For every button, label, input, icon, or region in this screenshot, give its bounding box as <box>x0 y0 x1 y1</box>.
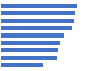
Bar <box>1 11 75 15</box>
Bar <box>1 48 58 52</box>
Bar <box>1 26 72 30</box>
Bar <box>1 33 64 38</box>
Bar <box>1 41 60 45</box>
Bar <box>1 19 74 23</box>
Bar <box>1 56 57 60</box>
Bar <box>1 63 43 67</box>
Bar <box>1 4 77 8</box>
